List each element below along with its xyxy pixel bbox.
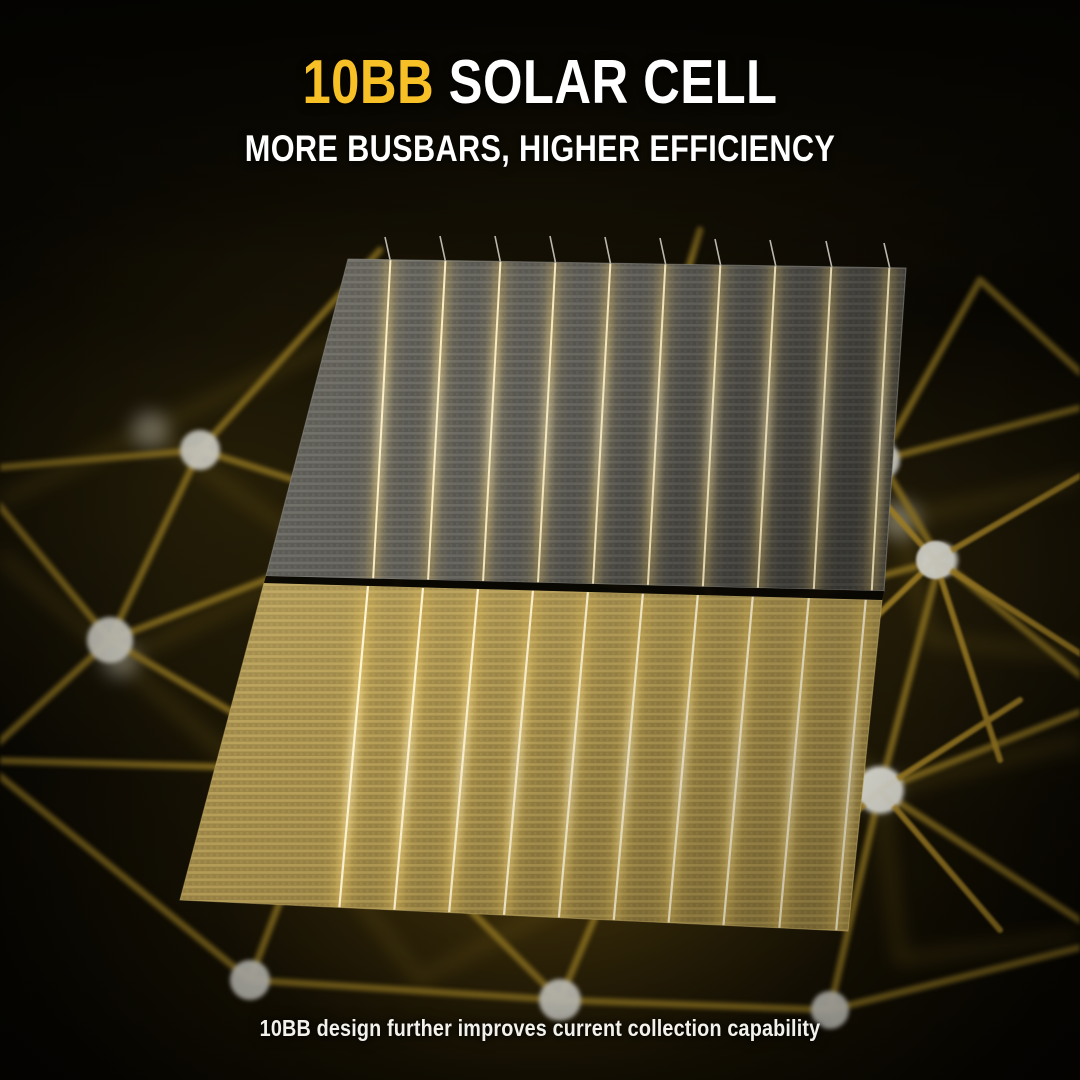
page-title: 10BB SOLAR CELL [97,52,983,114]
footer-caption: 10BB design further improves current col… [259,1015,821,1041]
title-accent: 10BB [302,48,435,117]
solar-cell-lower-half [180,583,882,931]
page-subtitle: MORE BUSBARS, HIGHER EFFICIENCY [244,128,836,169]
solar-cell-upper-half [266,259,906,591]
title-rest: SOLAR CELL [448,48,778,117]
header-block: 10BB SOLAR CELL MORE BUSBARS, HIGHER EFF… [0,52,1080,170]
